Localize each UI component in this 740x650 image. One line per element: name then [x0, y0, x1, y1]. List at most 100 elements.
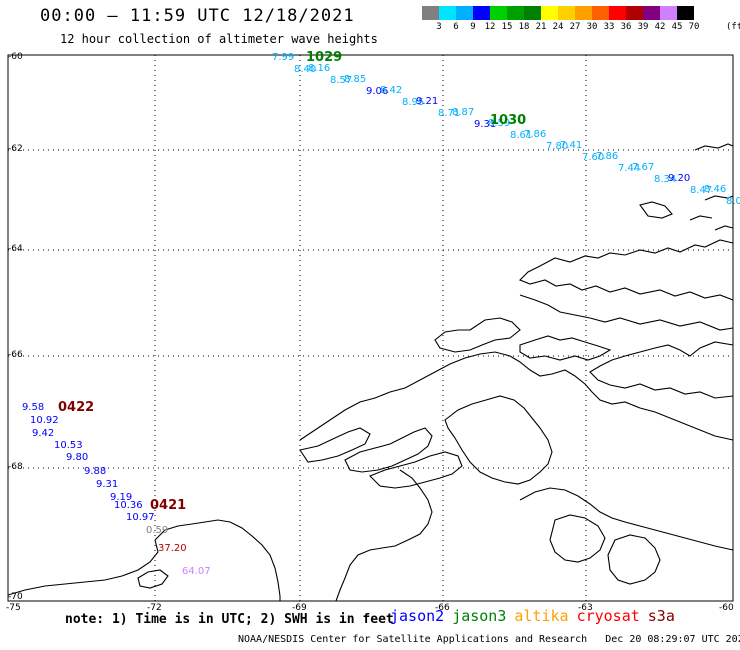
colorbar-label: 33: [603, 22, 615, 32]
colorbar-label: 15: [501, 22, 513, 32]
colorbar-label: 24: [552, 22, 564, 32]
lon-label: -63: [578, 603, 593, 613]
map-frame: [7, 54, 734, 602]
coastline: [7, 143, 734, 602]
swh-value: 9.31: [474, 118, 497, 130]
colorbar-label: 6: [453, 22, 459, 32]
swh-value: 7.99: [272, 52, 295, 63]
pass-time-label: 0421: [150, 498, 187, 513]
pass-time-label: 0422: [58, 400, 95, 415]
colorbar-label: 9: [470, 22, 476, 32]
lon-label: -75: [6, 603, 21, 613]
lon-label: -72: [147, 603, 162, 613]
satellite-legend-entry: altika: [514, 607, 569, 625]
swh-value: 7.67: [632, 162, 655, 174]
swh-value: 8.42: [380, 85, 403, 97]
colorbar: [422, 6, 694, 20]
swh-value: 8.87: [452, 107, 475, 119]
swh-value: 8.95: [402, 96, 425, 108]
swh-value: 7.60: [582, 151, 605, 163]
swh-value: 9.20: [668, 173, 691, 185]
swh-value: 7.80: [546, 140, 569, 152]
swh-value: 10.53: [54, 440, 83, 451]
swh-value: 8.59: [488, 118, 511, 130]
swh-value: 8.85: [344, 74, 367, 86]
colorbar-swatch: [507, 6, 524, 20]
pass-time-label: 1030: [490, 113, 527, 128]
colorbar-label: 70: [688, 22, 700, 32]
colorbar-label: 3: [436, 22, 442, 32]
colorbar-swatch: [422, 6, 439, 20]
swh-value: 9.21: [416, 96, 439, 108]
lon-label: -60: [719, 603, 734, 613]
swh-value: 8.16: [308, 63, 331, 75]
colorbar-swatch: [660, 6, 677, 20]
swh-value: 8.71: [438, 107, 461, 119]
swh-value: 8.0: [726, 196, 740, 207]
swh-value: 8.57: [330, 74, 353, 86]
lat-label: -68: [8, 462, 23, 472]
colorbar-swatch: [575, 6, 592, 20]
satellite-legend-entry: s3a: [647, 607, 675, 625]
lon-label: -66: [435, 603, 450, 613]
colorbar-label: 12: [484, 22, 496, 32]
colorbar-label: 45: [671, 22, 683, 32]
swh-value: 9.42: [32, 428, 55, 439]
swh-value: 8.34: [654, 173, 677, 185]
colorbar-swatch: [643, 6, 660, 20]
colorbar-swatch: [626, 6, 643, 20]
swh-value: 8.47: [690, 184, 713, 196]
colorbar-unit: (ft): [726, 22, 740, 32]
swh-value: 9.58: [22, 402, 45, 413]
colorbar-swatch: [473, 6, 490, 20]
colorbar-label: 42: [654, 22, 666, 32]
colorbar-swatch: [592, 6, 609, 20]
satellite-legend-entry: cryosat: [576, 607, 640, 625]
colorbar-label: 18: [518, 22, 530, 32]
swh-value: 10.97: [126, 512, 155, 523]
page-title: 00:00 – 11:59 UTC 12/18/2021: [40, 6, 355, 26]
colorbar-swatch: [677, 6, 694, 20]
swh-value: 37.20: [158, 543, 187, 554]
swh-value: 9.31: [96, 479, 119, 490]
satellite-legend-entry: jason3: [452, 607, 507, 625]
swh-value: 9.88: [84, 466, 107, 477]
footer-credit: NOAA/NESDIS Center for Satellite Applica…: [238, 634, 740, 645]
lat-label: -70: [8, 592, 23, 602]
colorbar-swatch: [609, 6, 626, 20]
swh-value: 8.61: [510, 129, 533, 141]
satellite-legend-entry: jason2: [390, 607, 445, 625]
satellite-legend: jason2 jason3 altika cryosat s3a: [390, 607, 683, 625]
swh-value: 9.19: [110, 492, 133, 503]
swh-value: 7.41: [560, 140, 583, 152]
footer-note: note: 1) Time is in UTC; 2) SWH is in fe…: [65, 612, 394, 627]
swh-value: 8.46: [704, 184, 727, 196]
colorbar-label: 39: [637, 22, 649, 32]
colorbar-label: 36: [620, 22, 632, 32]
colorbar-swatch: [490, 6, 507, 20]
lat-label: -62: [8, 144, 23, 154]
colorbar-swatch: [439, 6, 456, 20]
lat-label: -60: [8, 52, 23, 62]
colorbar-label: 30: [586, 22, 598, 32]
swh-value: 7.86: [524, 129, 547, 141]
swh-value: 10.92: [30, 415, 59, 426]
pass-time-label: 1029: [306, 50, 343, 65]
colorbar-swatch: [524, 6, 541, 20]
colorbar-label: 21: [535, 22, 547, 32]
swh-value: 9.06: [366, 85, 389, 97]
colorbar-labels: 3 6 9 12 15 18 21 24 27 30 33 36 39 42 45 70: [422, 22, 740, 34]
swh-value: 9.80: [66, 452, 89, 463]
colorbar-swatch: [541, 6, 558, 20]
swh-value: 7.86: [596, 151, 619, 163]
swh-value: 0.59: [146, 525, 169, 536]
lat-label: -66: [8, 350, 23, 360]
colorbar-swatch: [558, 6, 575, 20]
colorbar-swatch: [456, 6, 473, 20]
page-subtitle: 12 hour collection of altimeter wave hei…: [60, 32, 378, 46]
colorbar-label: 27: [569, 22, 581, 32]
lat-label: -64: [8, 244, 23, 254]
swh-value: 10.36: [114, 500, 143, 511]
swh-value: 64.07: [182, 566, 211, 577]
